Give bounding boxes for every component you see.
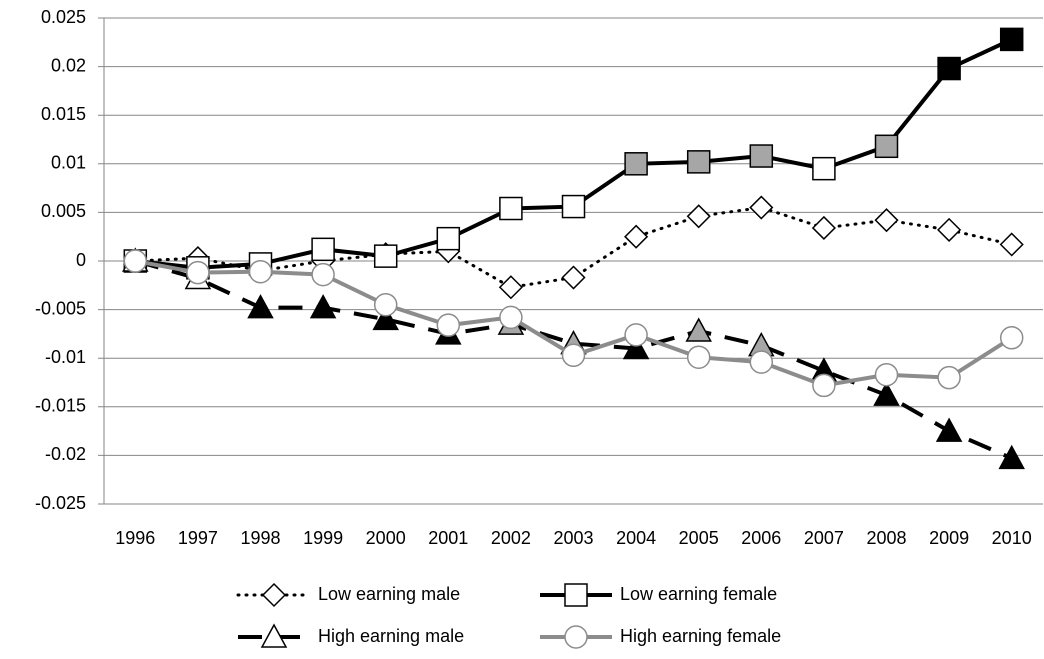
- y-tick-label: -0.025: [35, 493, 86, 513]
- x-tick-label: 1996: [115, 528, 155, 548]
- x-tick-label: 2004: [616, 528, 656, 548]
- y-tick-label: 0.025: [41, 7, 86, 27]
- y-tick-label: -0.02: [45, 444, 86, 464]
- x-tick-label: 2009: [929, 528, 969, 548]
- data-point: [998, 444, 1025, 470]
- data-point: [935, 417, 963, 442]
- data-point: [622, 334, 650, 360]
- x-tick-label: 1999: [303, 528, 343, 548]
- y-tick-label: 0.005: [41, 201, 86, 221]
- legend-marker: [564, 625, 588, 649]
- data-point: [624, 323, 648, 347]
- legend-marker: [261, 582, 287, 608]
- data-point: [248, 259, 273, 284]
- data-point: [309, 294, 337, 319]
- x-tick-label: 1998: [240, 528, 280, 548]
- x-tick-label: 2002: [491, 528, 531, 548]
- y-tick-label: 0.02: [51, 55, 86, 75]
- data-point: [561, 265, 586, 290]
- legend-label: High earning female: [620, 626, 781, 646]
- data-point: [686, 204, 711, 229]
- legend-label: Low earning female: [620, 584, 777, 604]
- data-point: [123, 249, 148, 273]
- y-tick-label: -0.005: [35, 298, 86, 318]
- data-point: [498, 275, 523, 300]
- data-point: [749, 144, 774, 168]
- x-tick-label: 2000: [366, 528, 406, 548]
- data-point: [686, 150, 711, 174]
- data-point: [937, 365, 961, 390]
- data-point: [499, 196, 523, 221]
- data-point: [436, 226, 461, 251]
- data-point: [874, 134, 899, 159]
- data-point: [873, 381, 900, 406]
- data-point: [874, 362, 899, 387]
- data-point: [373, 292, 398, 317]
- data-point: [311, 237, 335, 262]
- series-line: [134, 259, 1013, 461]
- data-point: [749, 195, 774, 220]
- data-point: [999, 326, 1024, 350]
- x-tick-label: 2008: [866, 528, 906, 548]
- legend-marker: [260, 623, 288, 648]
- x-tick-label: 2006: [741, 528, 781, 548]
- data-point: [811, 215, 836, 241]
- y-tick-label: 0: [76, 250, 86, 270]
- data-point: [812, 373, 836, 398]
- y-tick-label: 0.015: [41, 104, 86, 124]
- data-point: [937, 56, 961, 81]
- data-point: [686, 345, 711, 369]
- data-point: [311, 262, 335, 287]
- data-point: [749, 350, 774, 374]
- data-point: [812, 156, 836, 181]
- data-point: [624, 152, 648, 176]
- data-point: [436, 313, 461, 337]
- data-point: [247, 294, 274, 319]
- data-point: [561, 343, 586, 368]
- x-tick-label: 2010: [992, 528, 1032, 548]
- y-tick-label: 0.01: [51, 153, 86, 173]
- data-point: [372, 305, 399, 331]
- x-tick-label: 2003: [553, 528, 593, 548]
- y-tick-label: -0.01: [45, 347, 86, 367]
- data-point: [561, 194, 586, 219]
- data-point: [999, 27, 1024, 52]
- x-tick-label: 1997: [178, 528, 218, 548]
- x-tick-label: 2001: [428, 528, 468, 548]
- data-point: [999, 232, 1024, 257]
- y-tick-label: -0.015: [35, 396, 86, 416]
- x-tick-label: 2005: [679, 528, 719, 548]
- legend-label: Low earning male: [318, 584, 460, 604]
- legend-label: High earning male: [318, 626, 464, 646]
- data-point: [624, 224, 649, 249]
- legend-marker: [564, 583, 588, 607]
- data-point: [685, 317, 712, 342]
- data-point: [499, 305, 523, 330]
- data-point: [186, 260, 210, 285]
- data-point: [937, 217, 962, 242]
- x-tick-label: 2007: [804, 528, 844, 548]
- data-point: [373, 244, 398, 268]
- data-point: [874, 208, 899, 233]
